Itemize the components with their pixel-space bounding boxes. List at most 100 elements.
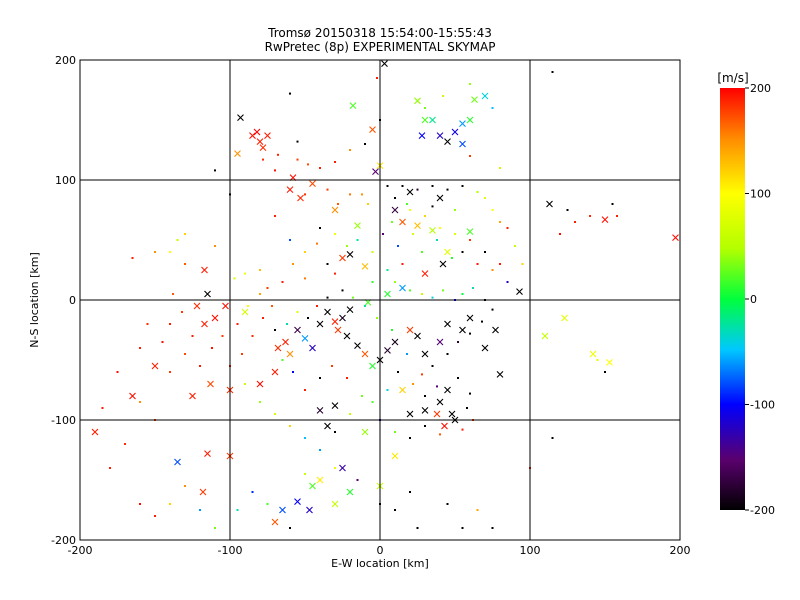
data-point-x-marker [274,344,282,352]
data-point-dot-marker [566,209,569,211]
data-point-x-marker [481,344,489,352]
data-point-x-marker [459,120,466,127]
data-point-x-marker [339,254,346,262]
data-point-dot-marker [376,77,378,79]
colorbar-ticks: 200 100 0 -100 -200 [745,82,775,517]
data-point-x-marker [448,410,456,418]
data-point-dot-marker [221,335,224,337]
data-point-dot-marker [304,473,306,475]
data-point-dot-marker [326,263,329,265]
data-point-x-marker [256,138,264,145]
colorbar-tick-label: -100 [750,399,775,412]
data-point-x-marker [297,194,304,202]
data-point-dot-marker [361,395,363,397]
data-point-x-marker [444,320,451,328]
data-point-dot-marker [386,389,389,391]
data-point-dot-marker [499,263,501,265]
data-point-dot-marker [319,227,321,229]
data-point-dot-marker [421,293,423,295]
data-point-dot-marker [236,509,239,511]
data-point-x-marker [444,248,451,256]
data-point-x-marker [249,132,256,139]
data-point-dot-marker [259,293,261,295]
data-point-x-marker [361,428,369,436]
data-point-dot-marker [304,389,306,391]
data-point-dot-marker [416,527,419,529]
data-point-dot-marker [446,353,449,355]
data-point-dot-marker [334,233,336,235]
data-point-x-marker [204,450,211,457]
data-point-x-marker [541,332,549,340]
data-point-x-marker [459,326,466,334]
data-point-dot-marker [289,239,291,241]
data-point-dot-marker [391,329,393,331]
data-point-dot-marker [176,239,179,241]
data-point-dot-marker [394,431,396,433]
data-point-dot-marker [394,509,396,511]
data-point-dot-marker [191,335,194,337]
data-point-x-marker [361,263,369,270]
data-point-x-marker [606,359,613,366]
data-point-dot-marker [131,257,134,259]
data-point-dot-marker [439,433,441,436]
data-point-dot-marker [211,347,213,349]
y-tick-label: 200 [55,54,76,67]
data-point-x-marker [339,314,346,322]
data-point-x-marker [439,260,447,268]
data-point-dot-marker [326,188,329,191]
data-point-x-marker [282,338,289,346]
data-point-dot-marker [292,371,294,373]
data-point-dot-marker [551,71,554,73]
data-point-x-marker [309,482,316,490]
data-point-dot-marker [431,296,434,299]
data-point-dot-marker [247,305,249,307]
data-point-dot-marker [266,287,269,289]
data-point-x-marker [421,350,429,358]
data-point-dot-marker [454,233,456,235]
data-point-dot-marker [472,287,474,289]
data-point-dot-marker [371,401,374,403]
data-point-dot-marker [401,263,404,265]
data-point-x-marker [316,407,324,414]
data-point-dot-marker [304,251,306,253]
data-point-x-marker [471,96,478,103]
data-point-dot-marker [466,407,468,409]
data-point-dot-marker [244,383,246,385]
data-point-dot-marker [424,107,426,109]
data-point-dot-marker [274,215,276,217]
data-point-dot-marker [184,263,186,265]
data-point-dot-marker [241,353,243,355]
data-point-x-marker [441,422,448,430]
data-point-dot-marker [289,527,291,529]
data-point-x-marker [444,386,451,394]
data-point-dot-marker [514,245,516,247]
data-point-x-marker [331,206,339,214]
data-point-dot-marker [461,185,464,187]
data-point-x-marker [436,338,444,346]
data-point-dot-marker [326,296,329,299]
data-point-dot-marker [236,323,239,325]
y-tick-label: -100 [51,414,76,427]
data-point-x-marker [324,308,331,316]
data-point-dot-marker [139,503,141,505]
data-point-dot-marker [611,203,614,205]
x-axis: -200 -100 0 100 200 [68,534,691,557]
data-point-x-marker [436,398,444,406]
data-point-dot-marker [154,251,156,253]
data-point-dot-marker [319,377,321,379]
data-point-x-marker [286,350,294,358]
data-point-dot-marker [491,209,494,211]
data-point-dot-marker [316,242,318,245]
data-point-dot-marker [251,491,254,493]
colorbar-gradient [720,88,745,510]
data-point-dot-marker [604,371,606,373]
data-point-dot-marker [484,251,486,253]
data-point-dot-marker [499,167,501,169]
data-point-dot-marker [461,428,464,431]
data-point-dot-marker [337,203,339,205]
data-point-dot-marker [364,305,366,307]
data-point-dot-marker [334,467,336,469]
data-point-x-marker [286,186,294,193]
data-point-dot-marker [406,203,408,205]
data-point-dot-marker [506,281,509,283]
